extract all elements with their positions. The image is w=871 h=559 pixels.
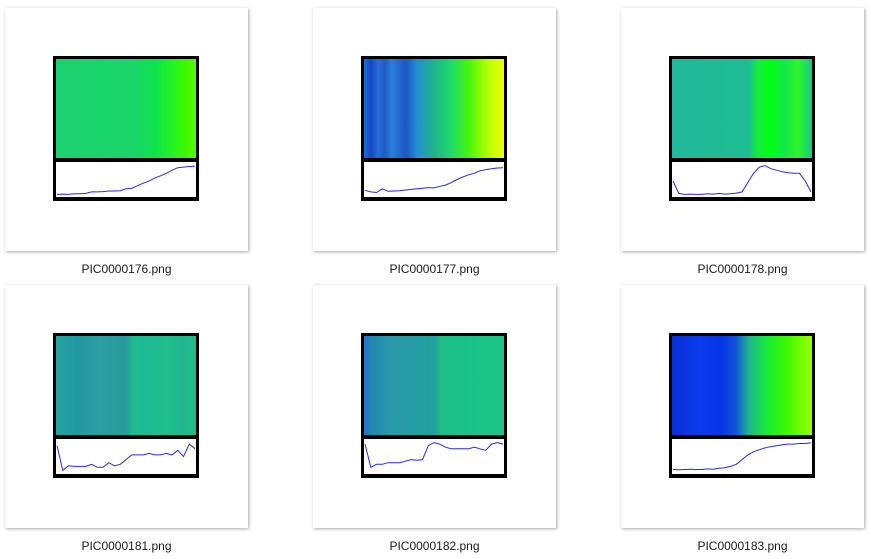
file-thumbnail[interactable] (5, 285, 248, 528)
file-thumbnail[interactable] (313, 8, 556, 251)
image-preview (53, 333, 199, 478)
file-name-label[interactable]: PIC0000177.png (389, 262, 480, 276)
image-preview (669, 333, 815, 478)
file-thumbnail[interactable] (5, 8, 248, 251)
image-preview (361, 56, 507, 201)
file-thumbnail[interactable] (313, 285, 556, 528)
file-name-label[interactable]: PIC0000181.png (81, 539, 172, 553)
file-name-label[interactable]: PIC0000178.png (697, 262, 788, 276)
image-preview (53, 56, 199, 201)
file-name-label[interactable]: PIC0000182.png (389, 539, 480, 553)
file-name-label[interactable]: PIC0000183.png (697, 539, 788, 553)
image-preview (669, 56, 815, 201)
file-thumbnail[interactable] (621, 8, 864, 251)
file-thumbnail[interactable] (621, 285, 864, 528)
file-name-label[interactable]: PIC0000176.png (81, 262, 172, 276)
image-preview (361, 333, 507, 478)
